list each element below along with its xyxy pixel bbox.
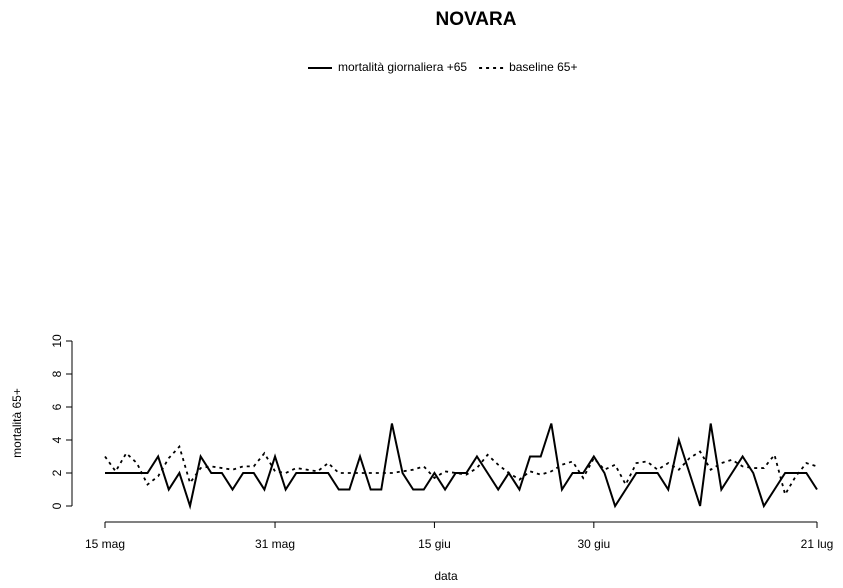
x-tick-label: 31 mag bbox=[255, 537, 295, 551]
y-axis-label: mortalità 65+ bbox=[10, 388, 24, 458]
y-tick-label: 10 bbox=[50, 334, 64, 348]
legend-label: baseline 65+ bbox=[509, 60, 577, 74]
y-tick-label: 2 bbox=[50, 469, 64, 476]
chart-title: NOVARA bbox=[436, 9, 517, 30]
y-tick-label: 8 bbox=[50, 370, 64, 377]
series-line bbox=[105, 423, 818, 510]
x-tick-label: 21 lug bbox=[801, 537, 834, 551]
x-axis-label: data bbox=[434, 569, 458, 583]
x-tick-label: 15 mag bbox=[85, 537, 125, 551]
y-tick-label: 6 bbox=[50, 403, 64, 410]
series-line bbox=[104, 444, 818, 497]
x-tick-label: 15 giu bbox=[418, 537, 451, 551]
legend-label: mortalità giornaliera +65 bbox=[338, 60, 467, 74]
y-tick-label: 4 bbox=[50, 436, 64, 443]
x-tick-label: 30 giu bbox=[577, 537, 610, 551]
y-tick-label: 0 bbox=[50, 502, 64, 509]
